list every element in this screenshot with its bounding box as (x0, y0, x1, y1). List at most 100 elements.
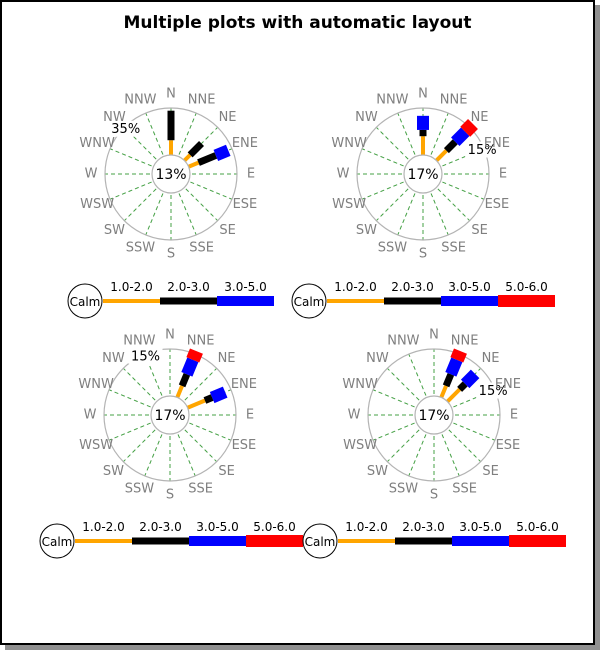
compass-spoke-WNW (372, 389, 415, 408)
legend-top-left: Calm 1.0-2.0 2.0-3.0 3.0-5.0 (67, 280, 274, 319)
compass-label-SE: SE (471, 223, 487, 238)
compass-label-N: N (165, 328, 175, 343)
compass-label-SSW: SSW (389, 481, 419, 496)
compass-label-SSE: SSE (441, 240, 466, 255)
compass-label-NW: NW (355, 110, 378, 125)
compass-spoke-ESE (442, 181, 485, 200)
wind-bar-segment-NNE-5.0-6.0 (450, 348, 467, 363)
compass-label-ENE: ENE (231, 377, 257, 392)
compass-label-ENE: ENE (484, 136, 510, 151)
compass-spoke-WSW (372, 422, 415, 441)
compass-label-WSW: WSW (343, 438, 377, 453)
compass-label-SE: SE (219, 223, 235, 238)
legend-bin-label-5.0-6.0: 5.0-6.0 (505, 280, 548, 294)
compass-label-SE: SE (218, 464, 234, 479)
compass-label-WNW: WNW (78, 377, 114, 392)
compass-spoke-SE (185, 188, 219, 222)
compass-spoke-SSE (178, 193, 197, 236)
scale-label-backing (128, 347, 163, 364)
wind-bar-segment-NNE-1.0-2.0 (439, 385, 448, 399)
compass-label-S: S (167, 247, 175, 262)
scale-label-backing (465, 141, 500, 158)
compass-label-SW: SW (104, 223, 125, 238)
compass-spoke-WSW (109, 181, 152, 200)
wind-bar-NNE (439, 348, 467, 399)
legend-bin-label-1.0-2.0: 1.0-2.0 (110, 280, 153, 294)
wind-bar-segment-ENE-1.0-2.0 (187, 160, 200, 169)
calm-legend-label: Calm (294, 295, 325, 309)
compass-spoke-ESE (189, 422, 232, 441)
scale-label: 15% (131, 349, 160, 364)
compass-spoke-SSW (144, 434, 163, 477)
wind-bar-segment-ENE-1.0-2.0 (186, 398, 206, 410)
compass-spoke-SSW (408, 434, 427, 477)
compass-spoke-ESE (190, 181, 233, 200)
compass-label-NNE: NNE (451, 334, 479, 349)
wind-bar-ENE (187, 144, 231, 169)
compass-label-NNW: NNW (387, 334, 419, 349)
legend-bin-label-5.0-6.0: 5.0-6.0 (516, 520, 559, 534)
legend-bin-label-2.0-3.0: 2.0-3.0 (167, 280, 210, 294)
wind-bar-segment-NE-1.0-2.0 (183, 153, 192, 162)
compass-spoke-WNW (361, 148, 404, 167)
wind-bar-NE (183, 140, 205, 162)
scale-label: 15% (479, 384, 508, 399)
compass-label-ESE: ESE (233, 197, 258, 212)
wind-bar-NE (446, 369, 480, 403)
compass-label-WNW: WNW (79, 136, 115, 151)
compass-label-S: S (430, 488, 438, 503)
compass-label-SSW: SSW (378, 240, 408, 255)
legend-bin-label-1.0-2.0: 1.0-2.0 (345, 520, 388, 534)
compass-label-ESE: ESE (485, 197, 510, 212)
wind-bar-segment-NE-3.0-5.0 (460, 369, 480, 389)
compass-spoke-NNE (430, 112, 449, 155)
legend-bin-label-1.0-2.0: 1.0-2.0 (82, 520, 125, 534)
calm-circle (403, 154, 443, 194)
legend-bottom-left: Calm 1.0-2.0 2.0-3.0 3.0-5.0 5.0-6.0 (39, 520, 303, 559)
compass-label-WSW: WSW (79, 438, 113, 453)
wind-bar-segment-NE-2.0-3.0 (187, 140, 205, 158)
calm-legend-circle (291, 283, 327, 319)
compass-spoke-NE (184, 367, 218, 401)
calm-legend-label: Calm (70, 295, 101, 309)
legend-bin-label-3.0-5.0: 3.0-5.0 (224, 280, 267, 294)
compass-label-NNE: NNE (440, 93, 468, 108)
legend-bin-label-2.0-3.0: 2.0-3.0 (402, 520, 445, 534)
compass-label-ESE: ESE (232, 438, 257, 453)
wind-bar-segment-ENE-2.0-3.0 (197, 152, 218, 166)
wind-bar-segment-NE-2.0-3.0 (457, 381, 468, 392)
compass-label-ENE: ENE (232, 136, 258, 151)
wind-bar-segment-ENE-2.0-3.0 (203, 394, 214, 404)
scale-label-backing (476, 382, 511, 399)
compass-label-NE: NE (218, 351, 236, 366)
compass-spoke-WSW (108, 422, 151, 441)
compass-spoke-ESE (453, 422, 496, 441)
compass-label-NNW: NNW (376, 93, 408, 108)
wind-bar-segment-NNE-1.0-2.0 (175, 385, 184, 399)
wind-bar-ENE (186, 386, 228, 410)
compass-spoke-SW (375, 188, 409, 222)
calm-percentage-label: 13% (155, 167, 186, 183)
compass-label-NE: NE (482, 351, 500, 366)
compass-spoke-SSW (397, 193, 416, 236)
scale-label: 35% (111, 122, 140, 137)
compass-label-E: E (247, 167, 255, 182)
scale-label-backing (108, 120, 143, 137)
compass-label-W: W (337, 167, 350, 182)
compass-label-E: E (246, 408, 254, 423)
compass-label-N: N (429, 328, 439, 343)
compass-label-N: N (166, 87, 176, 102)
wind-bar-segment-NE-1.0-2.0 (435, 149, 448, 162)
compass-spoke-NW (122, 367, 156, 401)
compass-label-W: W (348, 408, 361, 423)
compass-label-SW: SW (103, 464, 124, 479)
wind-bar-segment-NNE-5.0-6.0 (186, 348, 203, 363)
figure-title: Multiple plots with automatic layout (123, 13, 472, 33)
compass-spoke-SSE (430, 193, 449, 236)
compass-spoke-SE (437, 188, 471, 222)
compass-spoke-SE (184, 429, 218, 463)
calm-legend-circle (302, 523, 338, 559)
compass-label-SW: SW (356, 223, 377, 238)
